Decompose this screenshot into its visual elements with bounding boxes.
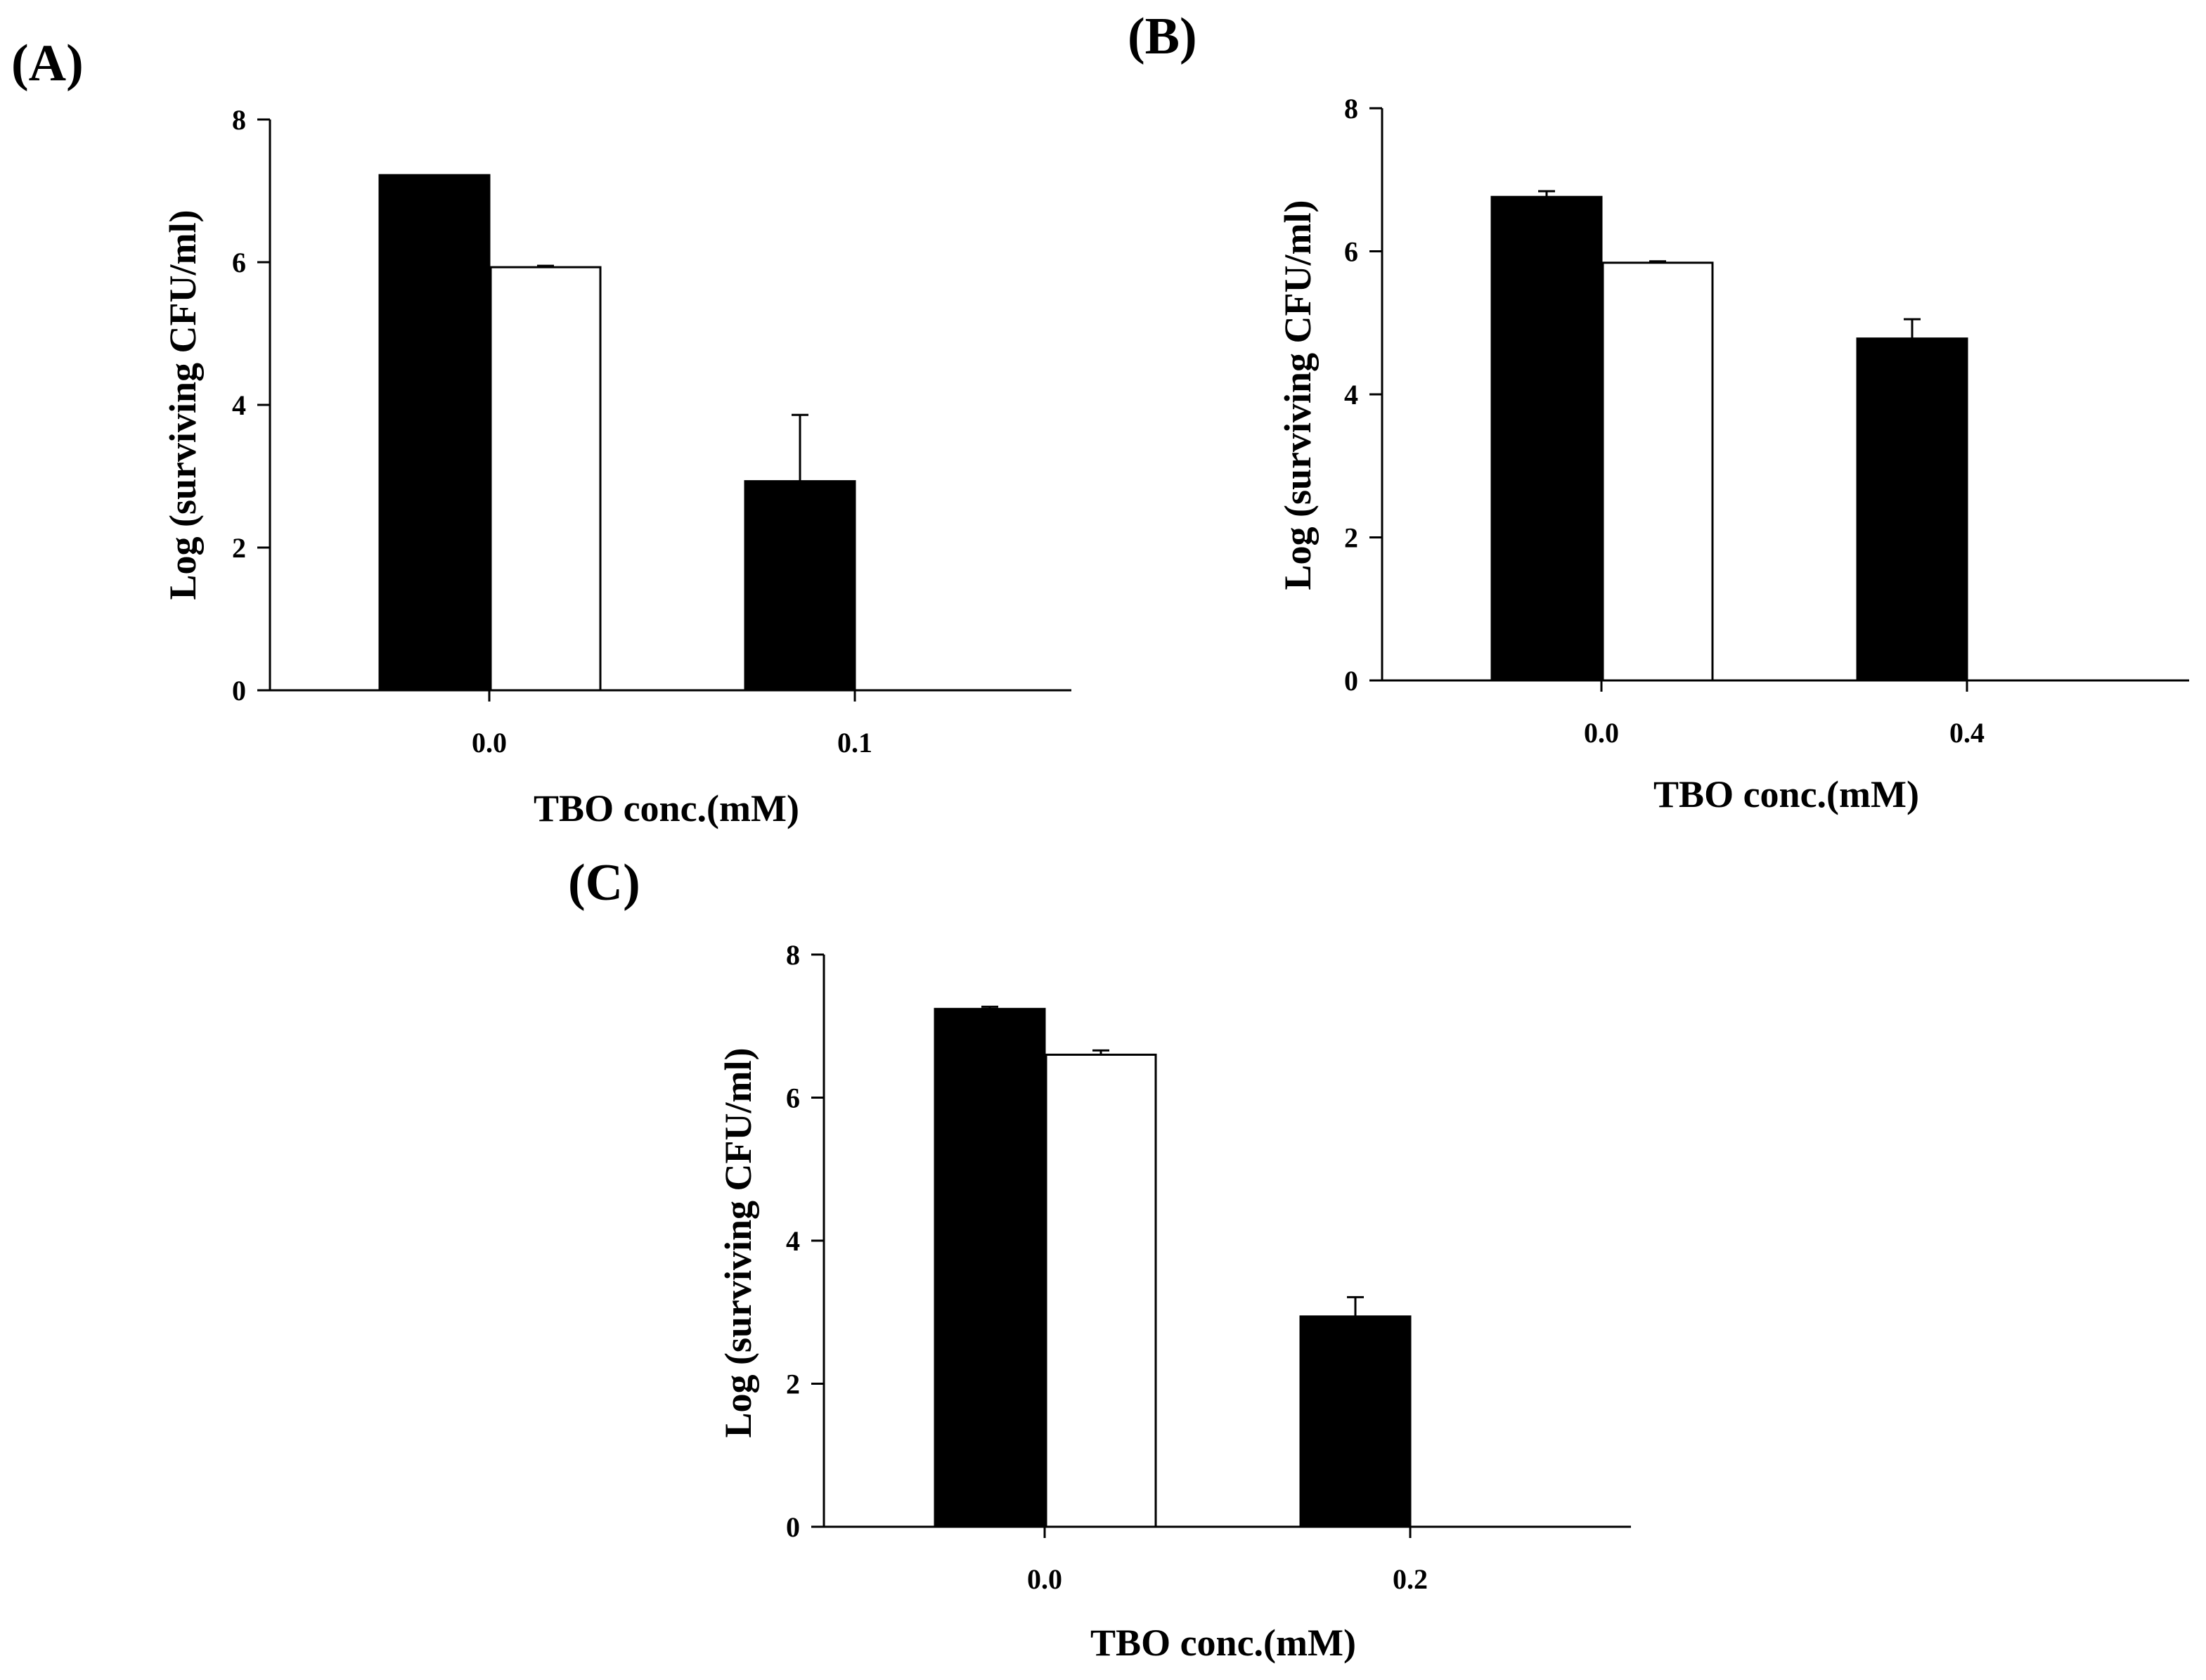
panel-a-bar bbox=[744, 480, 856, 692]
panel-a-bar bbox=[378, 174, 491, 692]
panel-c-y-tick-label: 2 bbox=[786, 1369, 800, 1400]
panel-c: (C) 0 2 4 6 8 0.0 0.2 TBO conc.(mM) Log (survi… bbox=[568, 854, 1631, 1664]
panel-b-x-tick-label: 0.4 bbox=[1949, 717, 1985, 749]
panel-c-x-tick-label: 0.0 bbox=[1027, 1563, 1062, 1595]
panel-c-label: (C) bbox=[568, 854, 640, 912]
panel-c-y-axis-title: Log (surviving CFU/ml) bbox=[717, 1047, 759, 1437]
panel-a-y-axis-title: Log (surviving CFU/ml) bbox=[162, 209, 204, 600]
panel-b-plot: 0 2 4 6 8 0.0 0.4 bbox=[1344, 93, 2189, 749]
panel-c-bar bbox=[1045, 1053, 1157, 1528]
panel-a-x-tick-label: 0.0 bbox=[472, 727, 507, 758]
panel-c-bar bbox=[1299, 1315, 1412, 1528]
panel-a-label: (A) bbox=[11, 34, 84, 92]
panel-a-x-axis-title: TBO conc.(mM) bbox=[534, 787, 799, 829]
panel-a-x-tick-label: 0.1 bbox=[837, 727, 872, 758]
panel-b-x-tick-label: 0.0 bbox=[1584, 717, 1619, 749]
panel-b-y-tick-label: 8 bbox=[1344, 93, 1358, 124]
panel-a-y-tick-label: 2 bbox=[232, 532, 246, 564]
panel-c-y-tick-label: 0 bbox=[786, 1511, 800, 1543]
panel-a-bar bbox=[489, 266, 602, 692]
panel-c-x-axis-title: TBO conc.(mM) bbox=[1090, 1622, 1356, 1664]
panel-c-plot: 0 2 4 6 8 0.0 0.2 bbox=[786, 939, 1631, 1595]
panel-b-y-tick-label: 6 bbox=[1344, 236, 1358, 268]
panel-b-x-axis-title: TBO conc.(mM) bbox=[1653, 773, 1919, 815]
panel-b-bar bbox=[1490, 195, 1603, 682]
panel-b: (B) 0 2 4 6 8 0.0 0.4 TBO conc.(mM) Log (survi… bbox=[1128, 8, 2189, 815]
panel-a-y-tick-label: 4 bbox=[232, 389, 246, 421]
panel-c-y-tick-label: 8 bbox=[786, 939, 800, 971]
panel-a-y-tick-label: 6 bbox=[232, 247, 246, 278]
panel-a-y-tick-label: 8 bbox=[232, 104, 246, 136]
panel-b-bar bbox=[1601, 261, 1714, 682]
panel-b-y-tick-label: 4 bbox=[1344, 379, 1358, 411]
panel-b-y-axis-title: Log (surviving CFU/ml) bbox=[1277, 200, 1319, 590]
panel-b-y-tick-label: 0 bbox=[1344, 665, 1358, 697]
panel-b-y-tick-label: 2 bbox=[1344, 522, 1358, 554]
panel-c-y-tick-label: 6 bbox=[786, 1083, 800, 1114]
panel-a: (A) 0 2 4 6 8 0.0 0.1 TBO conc.(mM) Log (survi… bbox=[11, 34, 1071, 829]
panel-a-y-tick-label: 0 bbox=[232, 675, 246, 706]
panel-c-bar bbox=[934, 1007, 1046, 1528]
panel-a-plot: 0 2 4 6 8 0.0 0.1 bbox=[232, 104, 1071, 758]
panel-b-bar bbox=[1856, 337, 1968, 682]
panel-c-x-tick-label: 0.2 bbox=[1393, 1563, 1428, 1595]
panel-b-label: (B) bbox=[1128, 8, 1197, 65]
panel-c-y-tick-label: 4 bbox=[786, 1225, 800, 1257]
